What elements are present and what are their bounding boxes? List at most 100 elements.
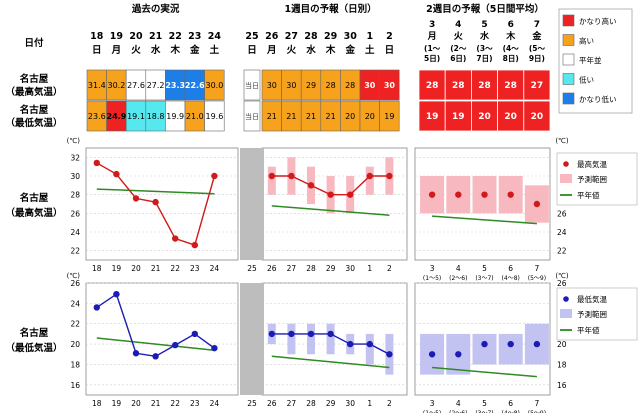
table-value: 19.1 bbox=[127, 112, 145, 121]
data-point bbox=[113, 291, 120, 298]
table-cell bbox=[523, 69, 551, 101]
table-value: 23.6 bbox=[88, 112, 106, 121]
table-value: 21 bbox=[286, 112, 296, 121]
table-cell bbox=[444, 69, 472, 101]
date-range: 6日) bbox=[450, 54, 466, 63]
date-day: 19 bbox=[110, 31, 123, 42]
table-cell bbox=[418, 100, 446, 132]
date-range: (1～ bbox=[424, 44, 441, 53]
x-tick-label: 6 bbox=[508, 264, 513, 273]
date-weekday: 金 bbox=[531, 30, 542, 42]
date-weekday: 月 bbox=[427, 31, 437, 42]
x-tick-sublabel: (1～5) bbox=[423, 275, 441, 282]
table-value: 19.9 bbox=[166, 112, 184, 121]
date-day: 20 bbox=[129, 31, 143, 42]
x-tick-label: 2 bbox=[387, 264, 392, 273]
row-label-min-sub: （最低気温） bbox=[5, 117, 62, 129]
table-value: 31.4 bbox=[88, 81, 106, 90]
legend-normal-label: 平年値 bbox=[577, 190, 600, 200]
data-point bbox=[428, 191, 436, 198]
table-value: 28 bbox=[478, 81, 491, 91]
header-past: 過去の実況 bbox=[131, 3, 180, 15]
data-point bbox=[347, 340, 354, 348]
x-tick-label: 22 bbox=[170, 399, 180, 408]
date-day: 4 bbox=[455, 20, 461, 30]
date-weekday: 土 bbox=[365, 44, 375, 56]
y-tick-label: 16 bbox=[557, 381, 567, 390]
chart-row-label: 名古屋 bbox=[20, 327, 49, 339]
date-day: 24 bbox=[208, 31, 222, 42]
date-range: 7日) bbox=[476, 54, 492, 63]
y-tick-label: 24 bbox=[70, 228, 80, 237]
x-tick-label: 28 bbox=[306, 264, 316, 273]
y-tick-label: 24 bbox=[70, 299, 80, 308]
date-weekday: 土 bbox=[210, 44, 220, 56]
date-weekday: 火 bbox=[287, 45, 297, 56]
data-point bbox=[428, 351, 436, 358]
table-value: 18.8 bbox=[147, 112, 165, 121]
legend-normal-label: 平年値 bbox=[577, 325, 600, 335]
y-tick-label: 28 bbox=[70, 191, 80, 200]
table-cell bbox=[418, 69, 446, 101]
date-day: 6 bbox=[508, 20, 514, 30]
data-point bbox=[327, 191, 334, 198]
x-tick-label: 30 bbox=[345, 264, 355, 273]
data-point bbox=[113, 170, 120, 178]
legend-label: 低い bbox=[579, 75, 594, 85]
date-weekday: 金 bbox=[189, 44, 200, 56]
date-day: 2 bbox=[386, 31, 393, 42]
legend-swatch bbox=[562, 92, 575, 105]
date-day: 1 bbox=[366, 31, 373, 42]
header-week2: 2週目の予報（5日間平均） bbox=[426, 3, 544, 15]
date-range: 9日) bbox=[529, 54, 545, 63]
table-value: 20 bbox=[478, 112, 491, 122]
x-tick-label: 4 bbox=[456, 399, 461, 408]
table-cell bbox=[470, 100, 498, 132]
legend-obs-label: 最低気温 bbox=[577, 294, 607, 304]
legend-point-marker bbox=[563, 161, 569, 167]
data-point bbox=[191, 330, 198, 338]
table-value: 20 bbox=[504, 112, 517, 122]
legend-band-label: 予測範囲 bbox=[577, 174, 607, 184]
row-label-min: 名古屋 bbox=[20, 104, 49, 116]
table-cell bbox=[523, 100, 551, 132]
table-value: 27 bbox=[531, 81, 544, 91]
date-weekday: 水 bbox=[151, 44, 161, 56]
table-value: 21 bbox=[267, 112, 277, 121]
table-value: 21 bbox=[306, 112, 316, 121]
table-cell bbox=[204, 100, 225, 132]
data-point bbox=[268, 172, 275, 180]
range-bar bbox=[267, 166, 276, 195]
today-band bbox=[240, 148, 264, 260]
table-today-label: 当日 bbox=[245, 112, 259, 121]
x-tick-label: 21 bbox=[151, 399, 161, 408]
legend-swatch bbox=[562, 14, 575, 27]
date-weekday: 日 bbox=[92, 45, 102, 56]
x-tick-label: 26 bbox=[267, 264, 277, 273]
table-value: 28 bbox=[426, 81, 439, 91]
x-tick-label: 5 bbox=[482, 264, 487, 273]
x-tick-label: 19 bbox=[112, 264, 122, 273]
date-weekday: 木 bbox=[505, 30, 516, 42]
x-tick-label: 5 bbox=[482, 399, 487, 408]
range-bar bbox=[326, 323, 335, 355]
normal-line bbox=[271, 355, 390, 369]
date-weekday: 火 bbox=[131, 45, 141, 56]
date-day: 23 bbox=[188, 31, 201, 42]
date-range: 5日) bbox=[424, 54, 440, 63]
table-value: 29 bbox=[306, 81, 316, 90]
date-weekday: 月 bbox=[111, 45, 122, 56]
date-day: 3 bbox=[429, 20, 435, 30]
date-weekday-today: 日 bbox=[247, 45, 257, 56]
table-value: 21 bbox=[326, 112, 336, 121]
today-band bbox=[240, 283, 264, 395]
table-value: 28 bbox=[345, 81, 355, 90]
x-tick-label: 1 bbox=[367, 264, 372, 273]
x-tick-label: 3 bbox=[430, 399, 435, 408]
x-tick-label: 20 bbox=[131, 399, 141, 408]
date-day: 21 bbox=[149, 31, 162, 42]
x-tick-label: 2 bbox=[387, 399, 392, 408]
y-tick-label: 18 bbox=[557, 360, 567, 369]
x-tick-label: 21 bbox=[151, 264, 161, 273]
